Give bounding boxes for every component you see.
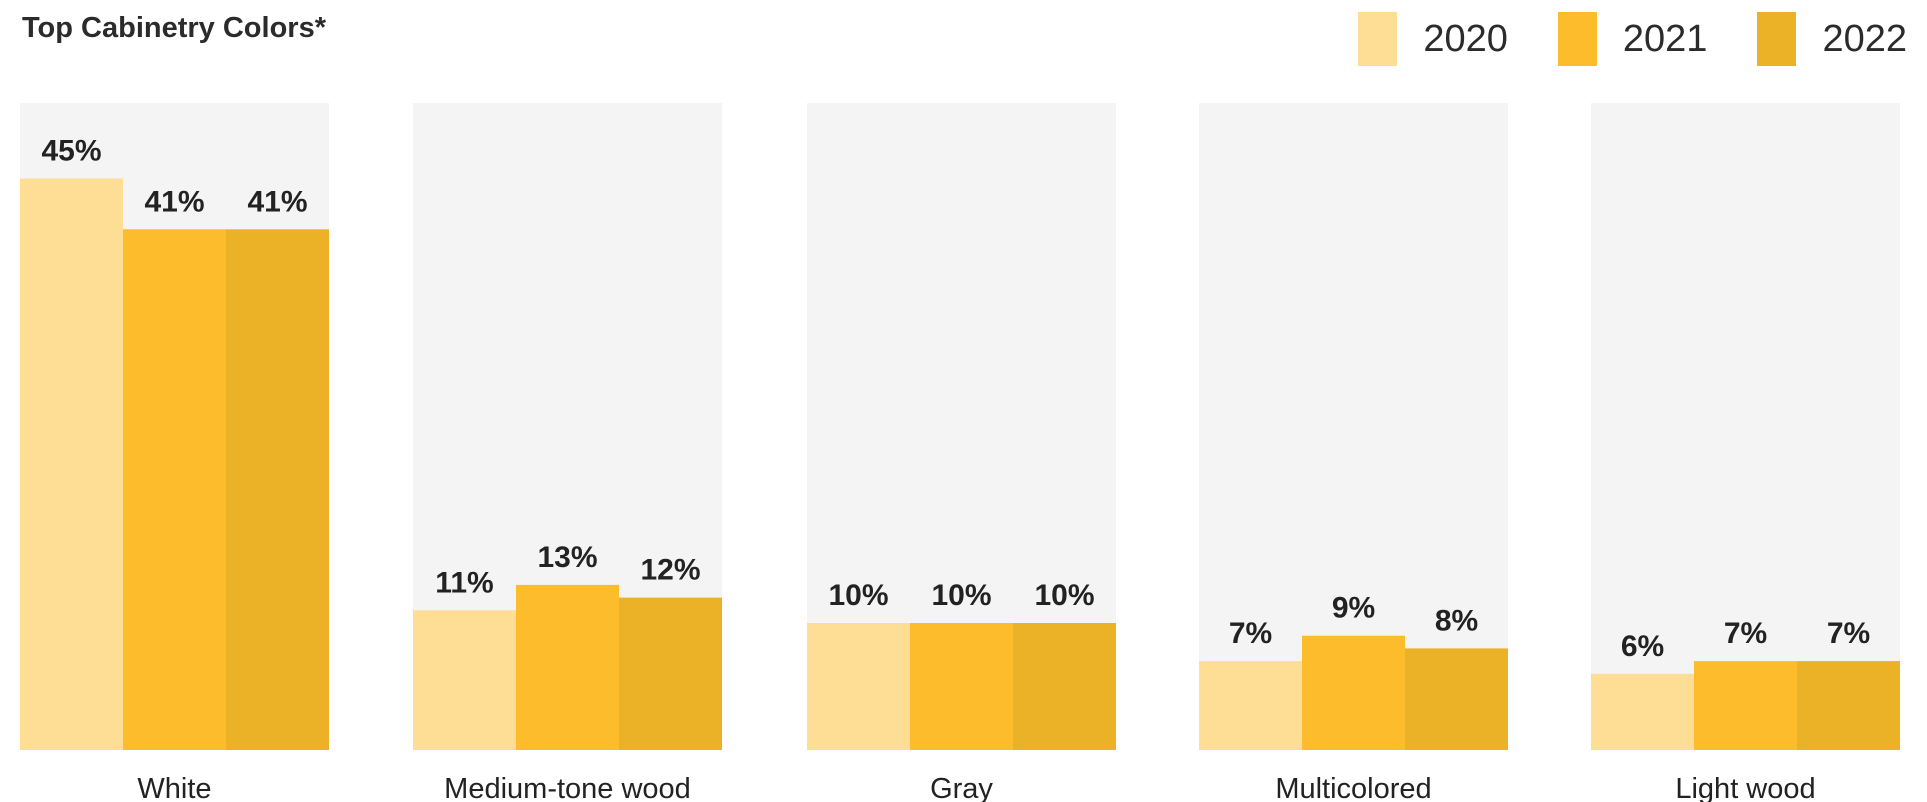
bar-white-2020	[20, 178, 123, 750]
data-label-gray-2022: 10%	[1034, 579, 1094, 612]
bar-multicolored-2020	[1199, 661, 1302, 750]
data-label-medium-tone-wood-2020: 11%	[435, 566, 493, 599]
bar-medium-tone-wood-2020	[413, 610, 516, 750]
legend-label-2022: 2022	[1822, 17, 1907, 60]
bar-multicolored-2022	[1405, 648, 1508, 750]
data-label-medium-tone-wood-2021: 13%	[537, 541, 597, 574]
data-label-gray-2020: 10%	[828, 579, 888, 612]
legend-item-2020: 2020	[1358, 12, 1508, 66]
data-label-white-2021: 41%	[144, 185, 204, 218]
bar-light-wood-2020	[1591, 673, 1694, 750]
bar-multicolored-2021	[1302, 635, 1405, 750]
legend-swatch-2022	[1757, 12, 1797, 66]
panel-background-light-wood	[1591, 103, 1900, 750]
data-label-light-wood-2020: 6%	[1621, 630, 1664, 663]
bar-white-2022	[226, 229, 329, 751]
bar-light-wood-2022	[1797, 661, 1900, 750]
data-label-light-wood-2022: 7%	[1827, 617, 1870, 650]
bar-gray-2020	[807, 623, 910, 750]
category-label-light-wood: Light wood	[1675, 773, 1815, 802]
legend-item-2021: 2021	[1557, 12, 1708, 66]
legend-swatch-2021	[1557, 12, 1597, 66]
legend-swatch-2020	[1358, 12, 1398, 66]
legend: 2020 2021 2022	[1308, 12, 1907, 66]
data-label-gray-2021: 10%	[931, 579, 991, 612]
bar-white-2021	[123, 229, 226, 751]
bar-gray-2022	[1013, 623, 1116, 750]
data-label-light-wood-2021: 7%	[1724, 617, 1767, 650]
data-label-medium-tone-wood-2022: 12%	[640, 554, 700, 587]
legend-label-2020: 2020	[1423, 17, 1508, 60]
category-label-white: White	[137, 773, 211, 802]
data-label-white-2020: 45%	[41, 135, 101, 168]
bar-gray-2021	[910, 623, 1013, 750]
category-label-multicolored: Multicolored	[1275, 773, 1431, 802]
data-label-multicolored-2021: 9%	[1332, 592, 1375, 625]
bar-light-wood-2021	[1694, 661, 1797, 750]
data-label-multicolored-2022: 8%	[1435, 604, 1478, 637]
data-label-white-2022: 41%	[247, 185, 307, 218]
bar-medium-tone-wood-2021	[516, 584, 619, 750]
category-label-medium-tone-wood: Medium-tone wood	[444, 773, 691, 802]
category-label-gray: Gray	[930, 773, 993, 802]
chart-title: Top Cabinetry Colors*	[22, 12, 326, 44]
data-label-multicolored-2020: 7%	[1229, 617, 1272, 650]
bar-medium-tone-wood-2022	[619, 597, 722, 750]
legend-label-2021: 2021	[1622, 17, 1708, 60]
legend-item-2022: 2022	[1757, 12, 1907, 66]
